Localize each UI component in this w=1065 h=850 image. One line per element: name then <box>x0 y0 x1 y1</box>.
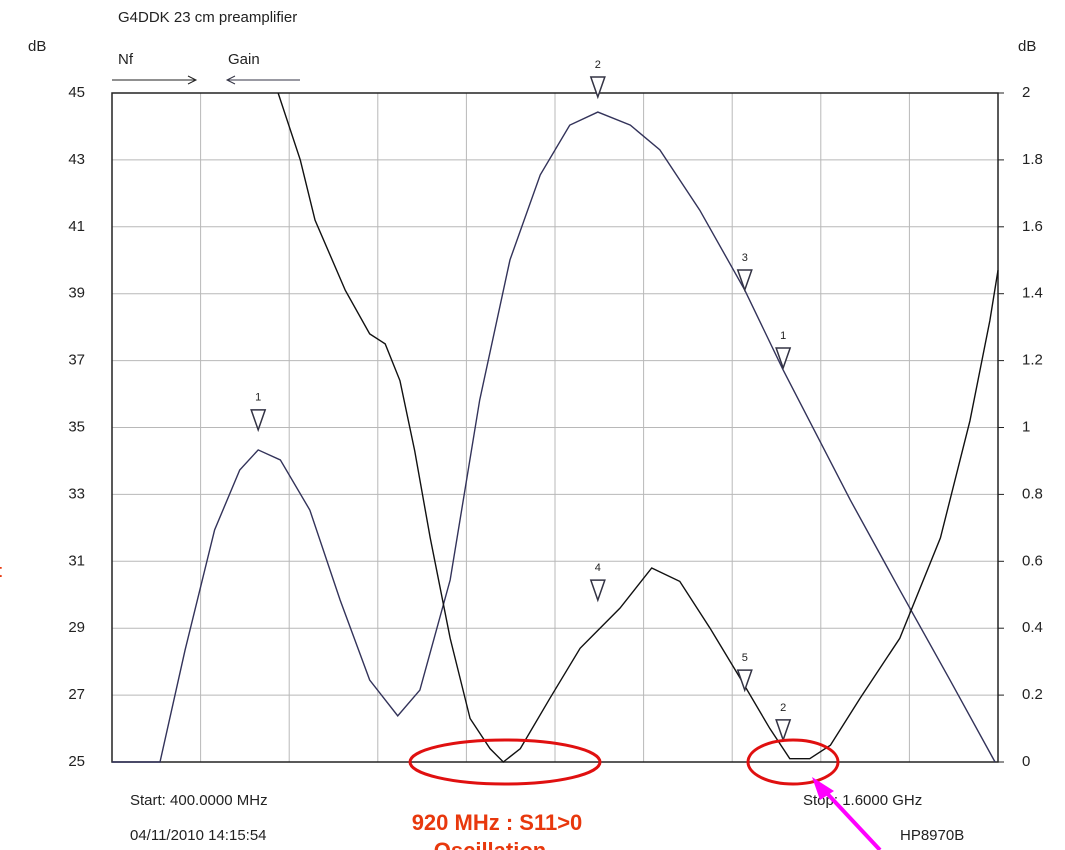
marker <box>775 347 792 371</box>
y-tick-label: 35 <box>68 418 85 435</box>
y-tick-label: 27 <box>68 686 85 703</box>
marker-label: 2 <box>595 59 601 71</box>
y-tick-label: 39 <box>68 285 85 302</box>
series-line <box>277 92 999 763</box>
y-tick-label: 37 <box>68 352 85 369</box>
y2-tick-label: 1.2 <box>1022 352 1043 369</box>
marker <box>775 719 792 743</box>
chart-title: G4DDK 23 cm preamplifier <box>118 9 297 26</box>
y2-tick-label: 1.8 <box>1022 151 1043 168</box>
y-tick-label: 45 <box>68 84 85 101</box>
marker-label: 1 <box>780 330 786 342</box>
instrument: HP8970B <box>900 827 964 844</box>
y2-tick-label: 0.2 <box>1022 686 1043 703</box>
marker-label: 4 <box>595 562 601 574</box>
marker-label: 5 <box>742 652 748 664</box>
marker <box>250 409 267 433</box>
y-axis-label: dB <box>28 38 46 55</box>
marker-label: 2 <box>780 702 786 714</box>
start-label: Start: 400.0000 MHz <box>130 792 268 809</box>
marker <box>736 269 753 293</box>
marker <box>736 669 753 693</box>
annotation: 920 MHz : S11>0 <box>412 810 583 835</box>
y-tick-label: 33 <box>68 485 85 502</box>
y2-tick-label: 0.6 <box>1022 552 1043 569</box>
y-tick-label: 41 <box>68 218 85 235</box>
pointer-arrow <box>820 786 882 850</box>
marker-label: 1 <box>255 392 261 404</box>
marker <box>589 76 606 100</box>
y2-axis-label: dB <box>1018 38 1036 55</box>
y-tick-label: 25 <box>68 753 85 770</box>
plot-area: 454341393735333129272521.81.61.41.210.80… <box>68 59 1043 770</box>
y-tick-label: 43 <box>68 151 85 168</box>
y2-tick-label: 1.4 <box>1022 285 1043 302</box>
highlight-ellipse <box>746 738 840 786</box>
series-line <box>112 111 996 763</box>
legend-label: Nf <box>118 51 134 68</box>
highlight-ellipse <box>408 738 602 786</box>
annotation: Oscillation <box>434 838 546 850</box>
stop-label: Stop: 1.6000 GHz <box>803 792 922 809</box>
plot-frame <box>111 92 999 763</box>
timestamp: 04/11/2010 14:15:54 <box>130 827 267 844</box>
y2-tick-label: 0.4 <box>1022 619 1043 636</box>
y2-tick-label: 1.6 <box>1022 218 1043 235</box>
y2-tick-label: 0.8 <box>1022 485 1043 502</box>
legend-arrow <box>225 75 300 85</box>
pointer-arrowhead <box>812 777 834 800</box>
y-tick-label: 31 <box>68 552 85 569</box>
legend-label: Gain <box>228 51 260 68</box>
marker <box>589 579 606 603</box>
y2-tick-label: 1 <box>1022 418 1030 435</box>
marker-label: 3 <box>742 252 748 264</box>
y-tick-label: 29 <box>68 619 85 636</box>
legend-arrow <box>112 75 198 85</box>
annotation: t <box>0 561 2 581</box>
y2-tick-label: 0 <box>1022 753 1030 770</box>
y2-tick-label: 2 <box>1022 84 1030 101</box>
